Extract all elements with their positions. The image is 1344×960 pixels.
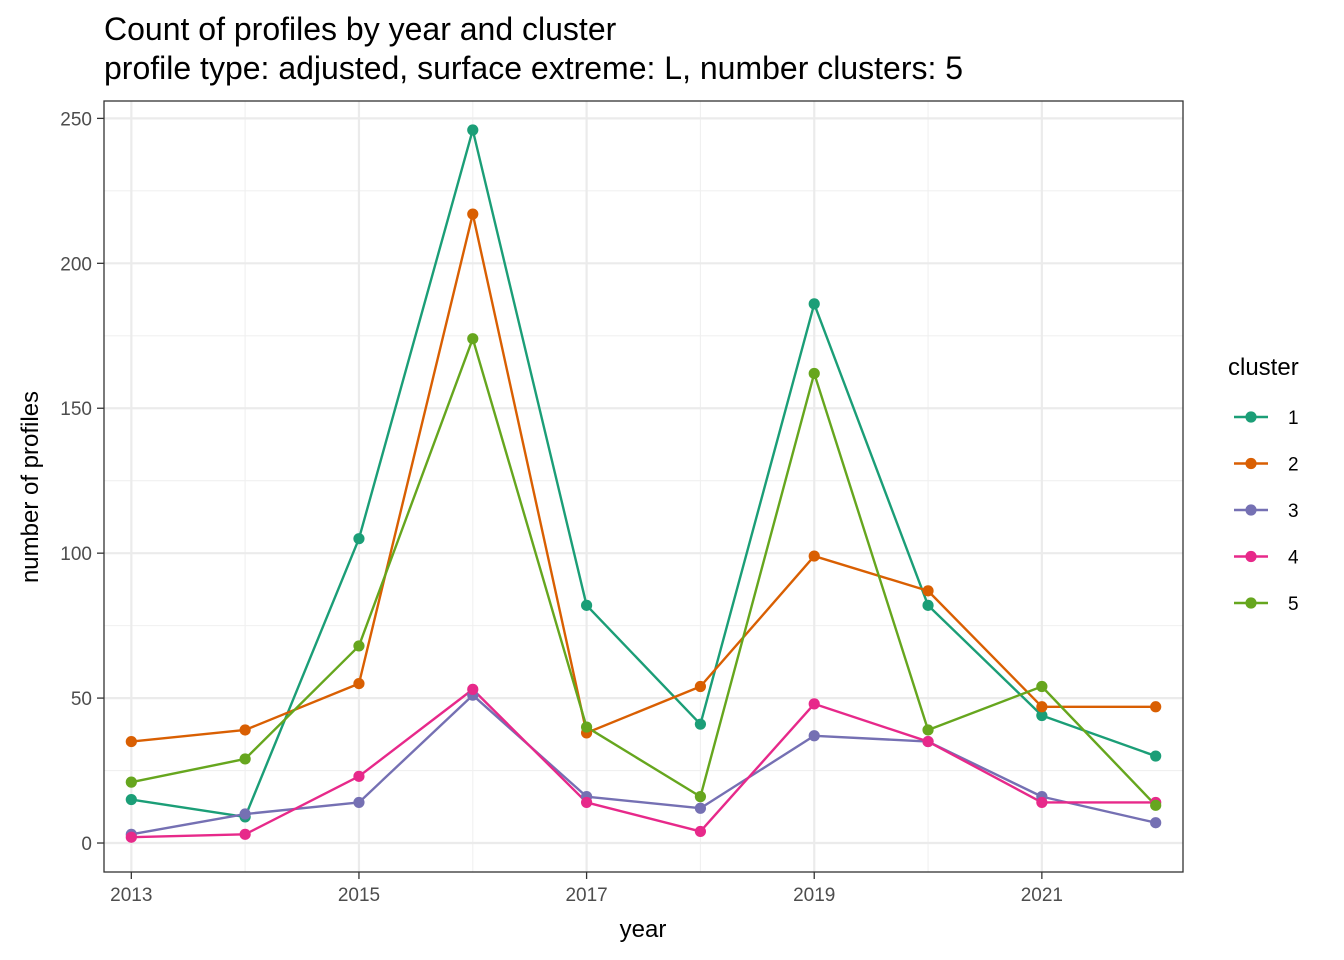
data-point-cluster-3 bbox=[694, 802, 707, 814]
data-point-cluster-5 bbox=[353, 640, 365, 652]
x-tick-label: 2021 bbox=[1021, 885, 1063, 906]
data-point-cluster-5 bbox=[580, 721, 593, 733]
data-point-cluster-2 bbox=[467, 208, 479, 220]
data-point-cluster-2 bbox=[353, 677, 365, 690]
series-line-1 bbox=[131, 128, 1157, 819]
legend-label: 4 bbox=[1288, 548, 1299, 569]
data-point-cluster-1 bbox=[922, 599, 934, 611]
data-point-cluster-4 bbox=[467, 683, 479, 695]
data-point-cluster-3 bbox=[353, 796, 365, 809]
data-point-cluster-1 bbox=[694, 718, 707, 730]
y-tick-label: 0 bbox=[81, 834, 92, 855]
x-tick-label: 2013 bbox=[110, 885, 152, 906]
grid-major bbox=[104, 101, 1183, 872]
legend-label: 2 bbox=[1288, 455, 1299, 476]
data-point-cluster-2 bbox=[125, 735, 137, 748]
data-point-cluster-4 bbox=[239, 828, 251, 840]
y-tick-label: 200 bbox=[60, 254, 92, 275]
grid-minor bbox=[104, 101, 1183, 872]
data-point-cluster-5 bbox=[808, 367, 820, 380]
data-point-cluster-3 bbox=[1150, 817, 1162, 829]
series-line-5 bbox=[131, 337, 1157, 807]
y-axis: 0 50 100 150 200 250 bbox=[60, 109, 104, 855]
data-point-cluster-1 bbox=[580, 599, 593, 611]
data-point-cluster-4 bbox=[694, 825, 707, 838]
y-tick-label: 250 bbox=[60, 109, 92, 130]
legend-label: 5 bbox=[1288, 594, 1299, 615]
data-point-cluster-2 bbox=[922, 585, 934, 597]
data-point-cluster-4 bbox=[580, 796, 593, 809]
data-point-cluster-1 bbox=[1150, 750, 1162, 762]
legend-key-point bbox=[1245, 597, 1257, 609]
data-point-cluster-5 bbox=[1036, 680, 1048, 693]
data-point-cluster-1 bbox=[125, 793, 137, 806]
data-point-cluster-5 bbox=[1150, 799, 1162, 811]
data-point-cluster-5 bbox=[467, 333, 479, 345]
plot-panel-border bbox=[103, 100, 1184, 873]
data-point-cluster-3 bbox=[239, 808, 251, 820]
data-point-cluster-2 bbox=[239, 724, 251, 736]
data-point-cluster-5 bbox=[922, 724, 934, 736]
series-line-4 bbox=[131, 688, 1156, 839]
x-tick-label: 2015 bbox=[338, 885, 380, 906]
x-axis: 2013 2015 2017 2019 2021 bbox=[110, 872, 1063, 906]
data-point-cluster-2 bbox=[694, 680, 707, 693]
y-axis-title: number of profiles bbox=[17, 391, 44, 583]
data-point-cluster-1 bbox=[467, 124, 479, 136]
data-point-cluster-1 bbox=[353, 533, 365, 545]
data-point-cluster-2 bbox=[808, 550, 820, 562]
data-point-cluster-1 bbox=[808, 298, 820, 310]
data-point-cluster-4 bbox=[353, 770, 365, 782]
legend-key-point bbox=[1245, 550, 1257, 563]
x-axis-title: year bbox=[620, 916, 667, 943]
data-point-cluster-5 bbox=[125, 776, 137, 788]
series-line-2 bbox=[131, 212, 1156, 743]
data-point-cluster-2 bbox=[1036, 701, 1048, 713]
x-tick-label: 2019 bbox=[793, 885, 835, 906]
data-point-cluster-4 bbox=[808, 698, 820, 710]
plot-panel bbox=[104, 101, 1183, 872]
data-point-cluster-4 bbox=[125, 831, 137, 843]
data-point-cluster-5 bbox=[694, 791, 707, 803]
legend-label: 3 bbox=[1288, 501, 1299, 522]
legend-key-point bbox=[1245, 504, 1257, 516]
legend-key-point bbox=[1245, 411, 1257, 423]
legend: cluster 1 2 3 4 5 bbox=[1228, 354, 1299, 615]
legend-key-point bbox=[1245, 457, 1257, 470]
legend-title: cluster bbox=[1228, 354, 1299, 381]
chart-subtitle: profile type: adjusted, surface extreme:… bbox=[104, 50, 963, 86]
data-point-cluster-5 bbox=[239, 753, 251, 765]
x-tick-label: 2017 bbox=[565, 885, 607, 906]
series-line-3 bbox=[131, 693, 1156, 836]
data-point-cluster-1 bbox=[1036, 709, 1048, 722]
y-tick-label: 100 bbox=[60, 544, 92, 565]
data-point-cluster-3 bbox=[808, 730, 820, 742]
y-tick-label: 150 bbox=[60, 399, 92, 420]
data-point-cluster-4 bbox=[922, 735, 934, 748]
chart-title: Count of profiles by year and cluster bbox=[104, 11, 617, 47]
series-layer bbox=[125, 124, 1162, 843]
data-point-cluster-4 bbox=[1036, 796, 1048, 809]
legend-label: 1 bbox=[1288, 408, 1299, 429]
y-tick-label: 50 bbox=[71, 689, 92, 710]
data-point-cluster-2 bbox=[1150, 701, 1162, 713]
